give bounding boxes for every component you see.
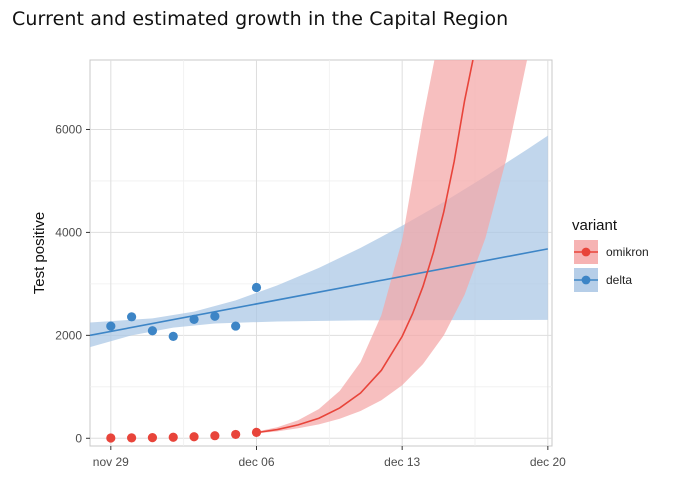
omikron-data-point [251,427,262,437]
y-axis-ticks: 0 2000 4000 6000 [55,122,90,445]
legend: variant omikron delta [572,217,649,292]
y-tick-label: 4000 [55,225,82,239]
y-axis-title: Test positive [31,212,48,295]
x-tick-label: dec 20 [530,455,566,469]
omikron-data-point [147,433,158,443]
delta-fit-line [90,248,548,337]
legend-title: variant [572,217,618,234]
legend-entry-delta: delta [574,268,632,292]
legend-entry-omikron: omikron [574,240,649,264]
x-tick-label: dec 06 [238,455,274,469]
omikron-data-point [231,429,241,440]
omikron-data-point [106,433,116,443]
delta-data-point [168,331,178,341]
omikron-data-point [210,431,220,441]
delta-data-point [189,314,199,324]
omikron-data-point [189,432,199,442]
delta-data-point [106,321,116,331]
confidence-bands [90,60,548,434]
y-tick-label: 2000 [55,328,82,342]
x-tick-label: nov 29 [93,455,129,469]
omikron-data-point [168,432,178,442]
y-tick-label: 0 [75,431,82,445]
data-points [106,282,262,443]
x-tick-label: dec 13 [384,455,420,469]
legend-label-omikron: omikron [606,245,649,259]
legend-key-point [581,275,591,285]
y-tick-label: 6000 [55,122,82,136]
chart-title: Current and estimated growth in the Capi… [12,8,509,30]
delta-data-point [147,326,158,336]
x-axis-ticks: nov 29 dec 06 dec 13 dec 20 [93,446,566,469]
legend-label-delta: delta [606,273,632,287]
omikron-fit-line [256,60,474,434]
omikron-data-point [127,433,137,443]
delta-data-point [210,311,220,321]
delta-data-point [251,282,262,293]
omikron-confidence-band [256,60,528,434]
fit-lines [90,60,548,434]
delta-data-point [231,321,241,331]
legend-key-point [581,247,591,257]
delta-data-point [127,312,137,322]
